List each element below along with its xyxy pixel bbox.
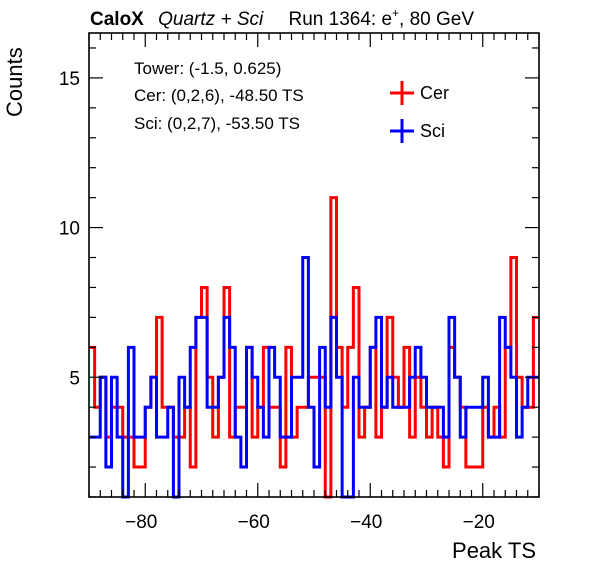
header-run: Run 1364: e bbox=[289, 9, 393, 30]
axis-tick-labels: −80 −60 −40 −20 5 10 15 bbox=[59, 69, 495, 533]
y-axis-title: Counts bbox=[2, 47, 27, 117]
chart-header: CaloX Quartz + Sci Run 1364: e+, 80 GeV bbox=[90, 6, 474, 30]
histogram-layer bbox=[89, 196, 539, 499]
legend-sci-marker bbox=[390, 119, 414, 143]
legend-cer-label: Cer bbox=[420, 83, 449, 103]
y-tick-label: 10 bbox=[59, 219, 80, 240]
header-subtitle: Quartz + Sci bbox=[158, 9, 264, 30]
legend-cer-marker bbox=[390, 81, 414, 105]
y-tick-label: 5 bbox=[69, 368, 80, 389]
legend-sci-label: Sci bbox=[420, 121, 445, 141]
annotation-sci: Sci: (0,2,7), -53.50 TS bbox=[134, 114, 300, 133]
series-sci-histogram bbox=[89, 256, 539, 499]
header-brand: CaloX bbox=[90, 9, 144, 30]
x-tick-label: −20 bbox=[463, 512, 495, 533]
x-axis-title: Peak TS bbox=[452, 538, 536, 563]
x-tick-label: −40 bbox=[350, 512, 382, 533]
annotation-tower: Tower: (-1.5, 0.625) bbox=[134, 59, 281, 78]
header-run-suffix: , 80 GeV bbox=[399, 9, 474, 30]
x-tick-label: −60 bbox=[238, 512, 270, 533]
axis-ticks bbox=[88, 33, 540, 498]
annotation-cer: Cer: (0,2,6), -48.50 TS bbox=[134, 86, 304, 105]
header-run-sup: + bbox=[392, 6, 399, 20]
y-tick-label: 15 bbox=[59, 69, 80, 90]
legend: Cer Sci bbox=[390, 81, 449, 143]
x-tick-label: −80 bbox=[125, 512, 157, 533]
